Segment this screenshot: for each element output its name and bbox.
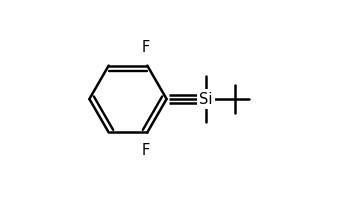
Text: F: F bbox=[141, 143, 149, 158]
Text: Si: Si bbox=[199, 91, 213, 107]
Text: F: F bbox=[141, 40, 149, 55]
